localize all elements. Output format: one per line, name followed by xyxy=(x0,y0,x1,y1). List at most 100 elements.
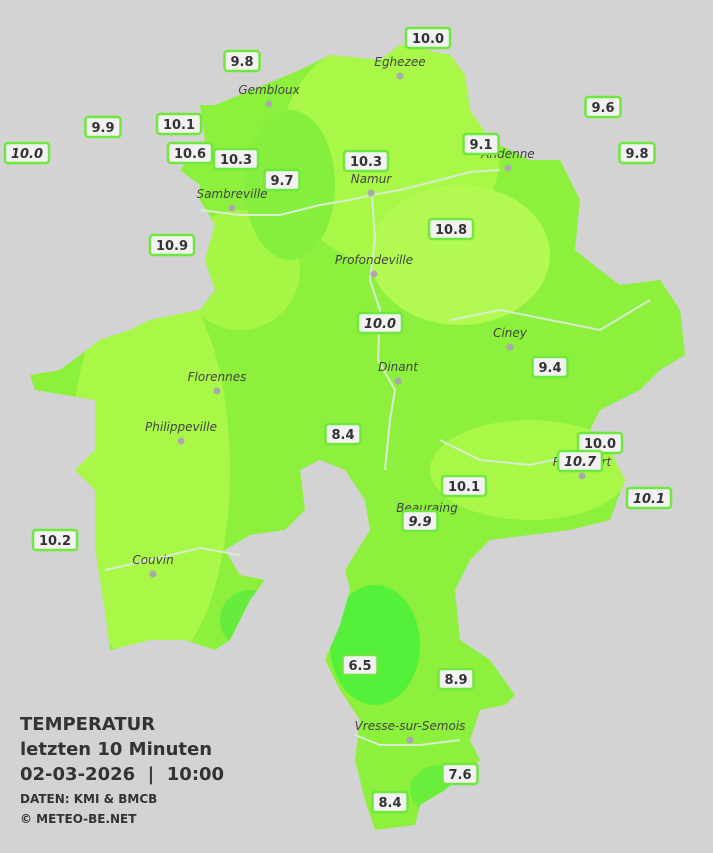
station-value: 6.5 xyxy=(348,659,371,674)
station-box xyxy=(437,667,475,691)
city-dot xyxy=(394,377,402,385)
station-value: 10.1 xyxy=(163,118,195,133)
legend-datetime: 02-03-2026 | 10:00 xyxy=(20,764,224,785)
station: 7.6 xyxy=(441,762,479,786)
station-box xyxy=(440,474,488,498)
city-label: Vresse-sur-Semois xyxy=(355,719,466,733)
legend-title: TEMPERATUR xyxy=(20,714,155,735)
station: 10.6 xyxy=(166,141,214,165)
city-dot xyxy=(504,164,512,172)
station-value: 10.3 xyxy=(220,153,252,168)
station-box xyxy=(441,762,479,786)
station-value: 10.0 xyxy=(412,32,444,47)
station-box xyxy=(148,233,196,257)
city-label: Profondeville xyxy=(335,253,413,267)
city-label: Couvin xyxy=(132,553,173,567)
station-box xyxy=(31,528,79,552)
legend: TEMPERATUR letzten 10 Minuten 02-03-2026… xyxy=(20,714,224,826)
station-value: 10.0 xyxy=(584,437,616,452)
station: 10.0 xyxy=(3,141,51,165)
station: 9.9 xyxy=(84,115,122,139)
station: 9.6 xyxy=(584,95,622,119)
station-box xyxy=(342,149,390,173)
legend-source: DATEN: KMI & BMCB xyxy=(20,792,157,806)
station-value: 9.7 xyxy=(270,174,293,189)
station: 10.1 xyxy=(625,486,673,510)
station: 10.1 xyxy=(440,474,488,498)
station-box xyxy=(155,112,203,136)
station-value: 8.4 xyxy=(378,796,401,811)
station-box xyxy=(401,509,439,533)
station: 10.3 xyxy=(212,147,260,171)
station-box xyxy=(584,95,622,119)
city-dot xyxy=(406,736,414,744)
station: 9.4 xyxy=(531,355,569,379)
station-value: 9.1 xyxy=(469,138,492,153)
station: 8.9 xyxy=(437,667,475,691)
station: 9.8 xyxy=(618,141,656,165)
station-box xyxy=(223,49,261,73)
city-label: Florennes xyxy=(188,370,247,384)
station-value: 9.9 xyxy=(408,515,431,530)
station-value: 10.0 xyxy=(364,317,396,332)
city-label: Eghezee xyxy=(374,55,425,69)
station-box xyxy=(324,422,362,446)
station-value: 9.6 xyxy=(591,101,614,116)
city-label: Sambreville xyxy=(196,187,267,201)
city-dot xyxy=(578,472,586,480)
station: 8.4 xyxy=(324,422,362,446)
station-box xyxy=(371,790,409,814)
station-value: 10.7 xyxy=(564,455,597,470)
legend-credit: © METEO-BE.NET xyxy=(20,812,137,826)
station-value: 7.6 xyxy=(448,768,471,783)
city-dot xyxy=(149,570,157,578)
city-dot xyxy=(506,343,514,351)
city-dot xyxy=(370,270,378,278)
station-value: 10.8 xyxy=(435,223,467,238)
legend-subtitle: letzten 10 Minuten xyxy=(20,739,212,760)
city-label: Ciney xyxy=(493,326,528,340)
city-label: Gembloux xyxy=(238,83,300,97)
station-box xyxy=(84,115,122,139)
city-dot xyxy=(396,72,404,80)
station: 10.7 xyxy=(556,449,604,473)
station: 10.9 xyxy=(148,233,196,257)
station-box xyxy=(427,217,475,241)
station: 10.0 xyxy=(356,311,404,335)
station-value: 9.9 xyxy=(91,121,114,136)
station-box xyxy=(618,141,656,165)
station: 9.8 xyxy=(223,49,261,73)
station-value: 10.9 xyxy=(156,239,188,254)
station-box xyxy=(556,449,604,473)
city-dot xyxy=(367,189,375,197)
station-value: 9.8 xyxy=(625,147,648,162)
station: 9.7 xyxy=(263,168,301,192)
station-value: 10.1 xyxy=(448,480,480,495)
station: 10.2 xyxy=(31,528,79,552)
station-value: 9.8 xyxy=(230,55,253,70)
station-box xyxy=(263,168,301,192)
station-value: 10.1 xyxy=(633,492,665,507)
station-box xyxy=(356,311,404,335)
station: 9.9 xyxy=(401,509,439,533)
station-value: 10.6 xyxy=(174,147,206,162)
station-box xyxy=(531,355,569,379)
station-value: 9.4 xyxy=(538,361,561,376)
city-dot xyxy=(228,204,236,212)
station: 10.8 xyxy=(427,217,475,241)
station-box xyxy=(404,26,452,50)
station-box xyxy=(3,141,51,165)
city-dot xyxy=(177,437,185,445)
station: 10.3 xyxy=(342,149,390,173)
station: 10.0 xyxy=(404,26,452,50)
city-dot xyxy=(213,387,221,395)
station-box xyxy=(625,486,673,510)
station-value: 8.9 xyxy=(444,673,467,688)
station-value: 10.3 xyxy=(350,155,382,170)
station: 10.0 xyxy=(576,431,624,455)
city-label: Dinant xyxy=(378,360,419,374)
city-dot xyxy=(265,100,273,108)
station-box xyxy=(212,147,260,171)
station-box xyxy=(462,132,500,156)
